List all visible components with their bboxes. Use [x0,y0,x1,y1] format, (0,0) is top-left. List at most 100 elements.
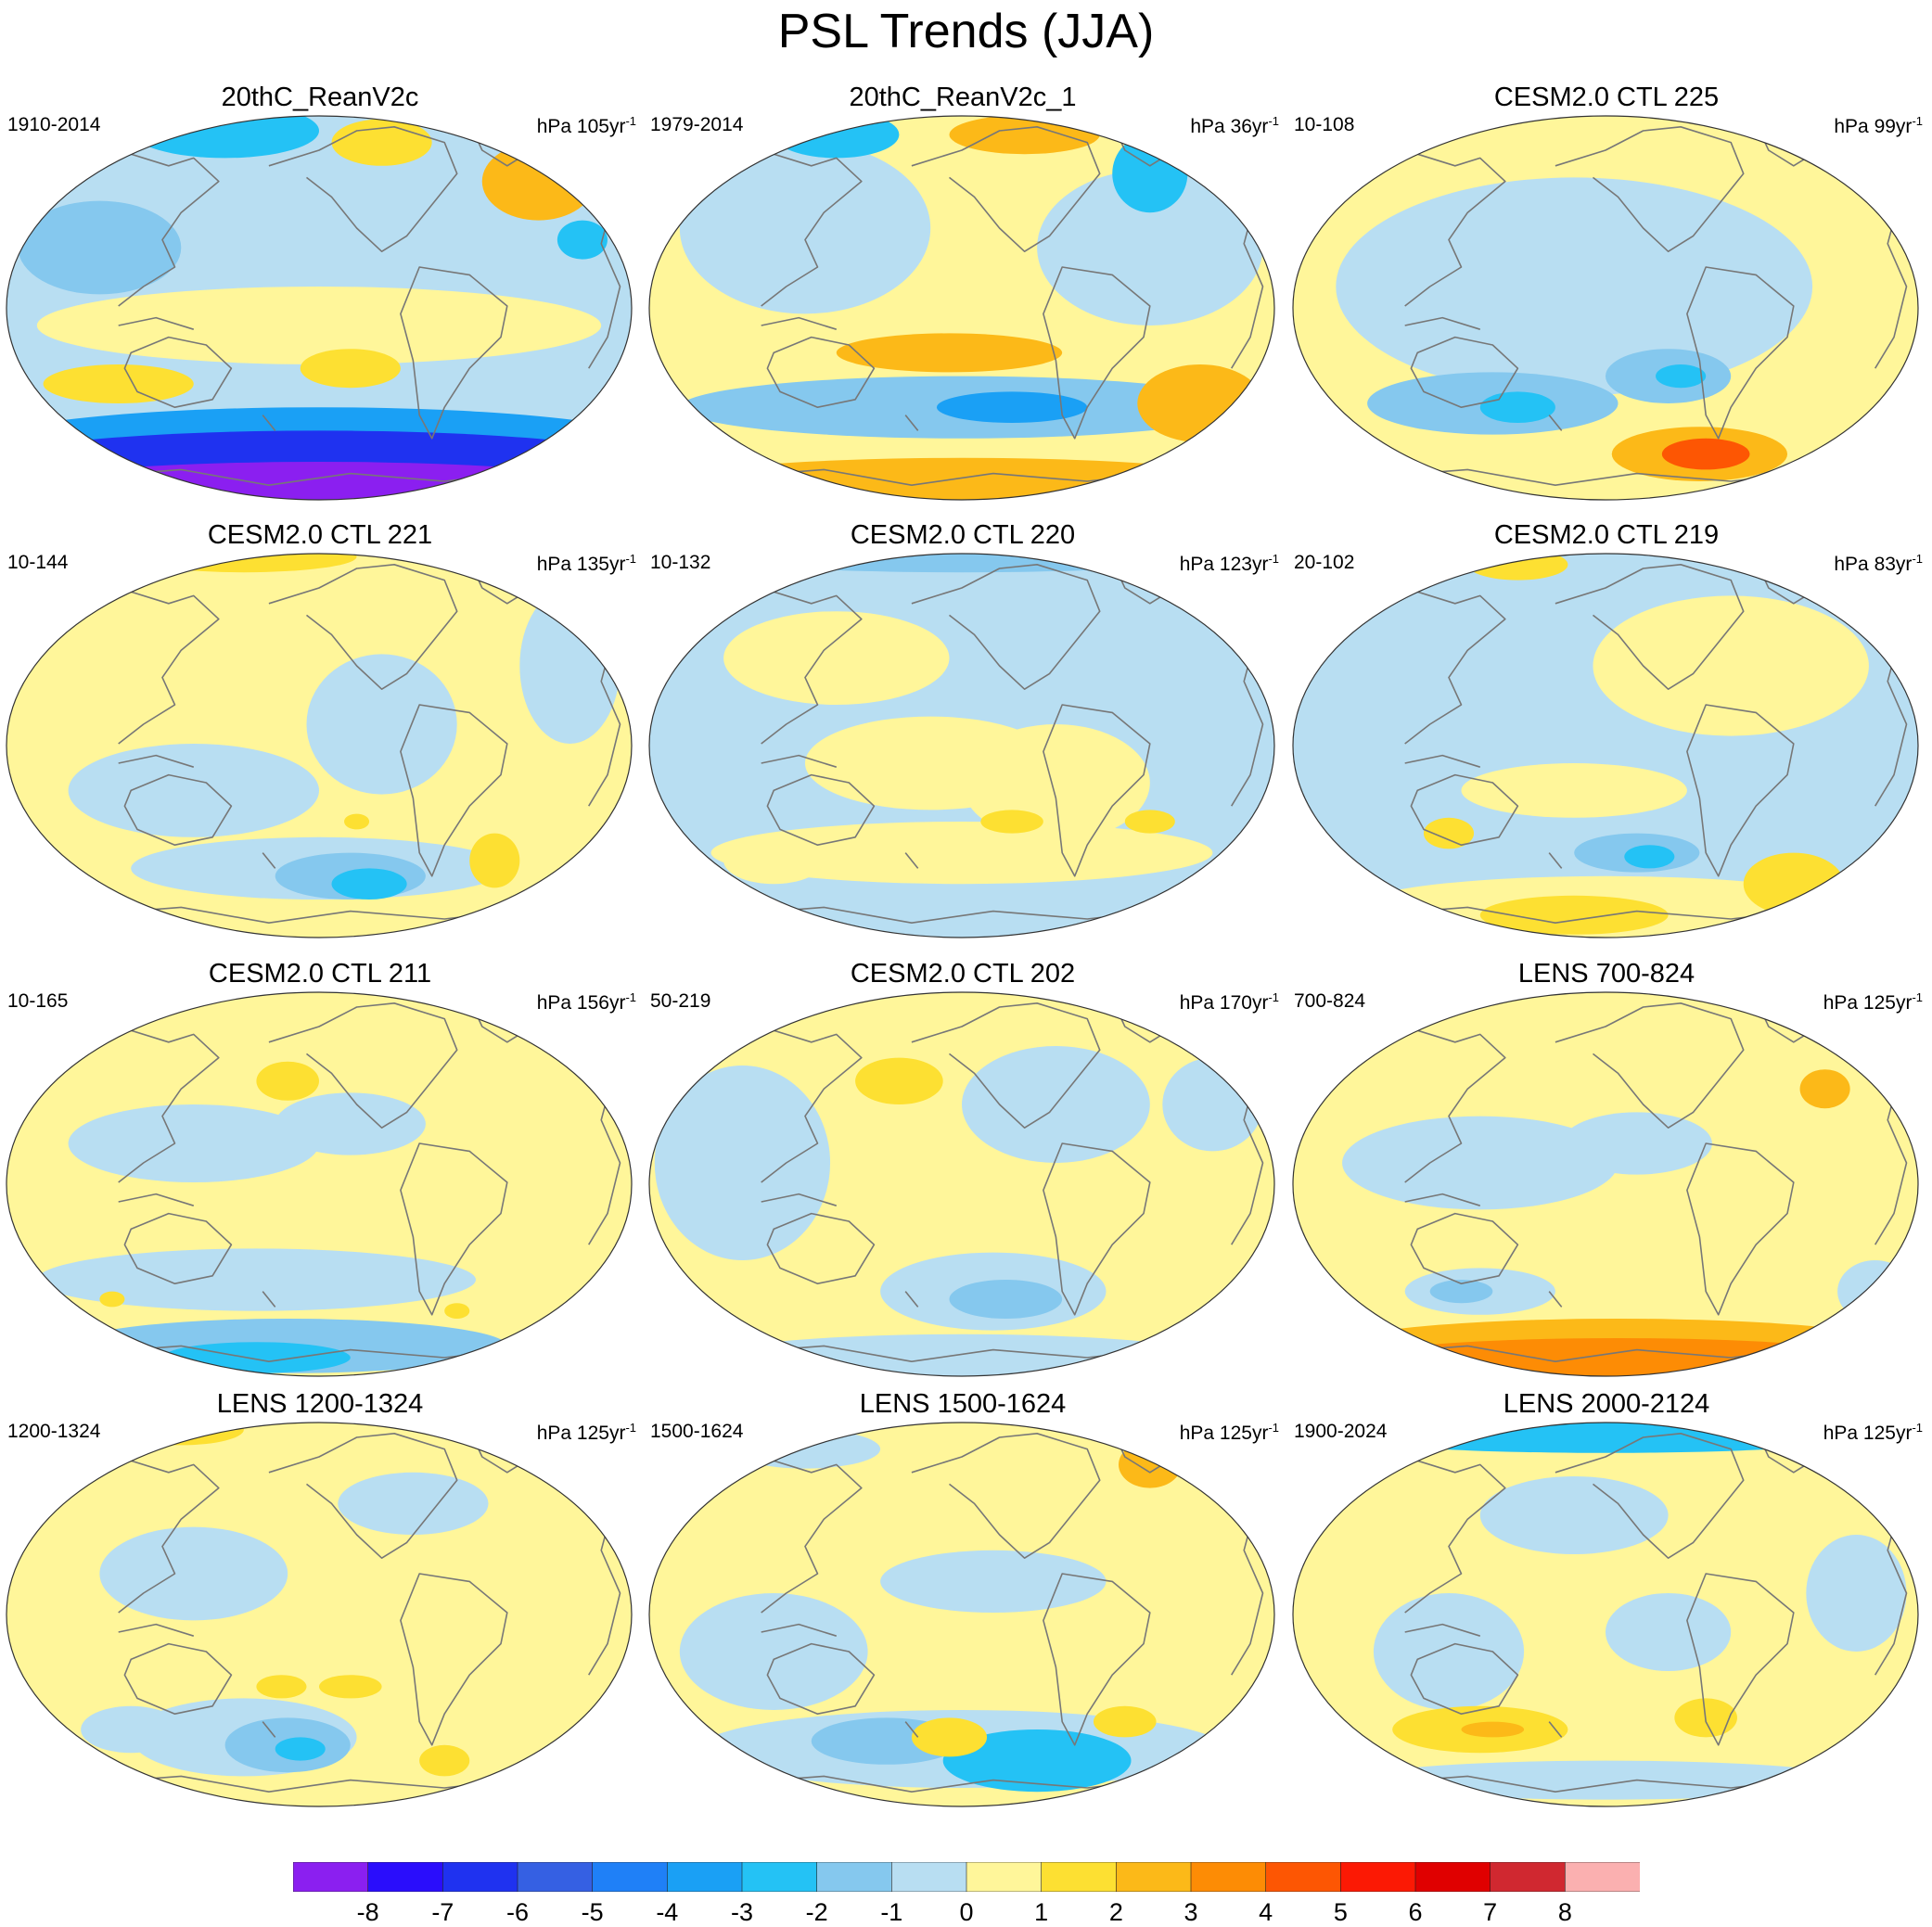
field-contour [1367,1338,1869,1376]
field-contour [1479,391,1555,424]
panel-units: hPa 36yr-1 [1190,109,1279,139]
field-contour [1137,364,1263,442]
panel-units-text: hPa 125yr [536,1423,626,1444]
panel-title: LENS 2000-2124 [1503,1389,1710,1419]
field-contour [36,287,602,364]
field-background [6,992,632,1376]
field-contour [1799,1069,1850,1109]
map-border [6,991,633,1377]
colorbar-bin [1190,1862,1267,1892]
coastline [904,415,919,431]
field-contour [949,1280,1063,1319]
field-contour [1162,1057,1263,1152]
coastline [904,1291,919,1308]
field-contour [980,810,1043,834]
panel-period: 10-132 [650,552,711,573]
field-contour [557,220,608,260]
coastline [262,1291,276,1308]
panel-units-exponent: -1 [625,1421,636,1435]
panel-units: hPa 170yr-1 [1180,986,1279,1015]
map-panel: LENS 700-824 700-824 hPa 125yr-1 [1286,958,1926,1394]
coastline [1686,1142,1795,1316]
map-panel: 20thC_ReanV2c 1910-2014 hPa 105yr-1 [0,82,640,517]
colorbar-label: 7 [1483,1898,1498,1926]
panel-units: hPa 83yr-1 [1834,547,1923,577]
coastline [118,754,233,846]
field-contour [1624,845,1675,869]
map-border [1292,115,1919,501]
coastline [761,1623,876,1715]
colorbar-bin [1116,1862,1192,1892]
coastline [400,704,508,877]
map-border [648,553,1275,938]
panel-units-text: hPa 105yr [536,116,626,137]
coastline [262,415,276,431]
coastline [761,754,876,846]
field-contour [855,1057,943,1104]
field-contour [275,1092,426,1155]
panel-units-exponent: -1 [1912,990,1923,1004]
field-contour [1479,895,1669,935]
field-contour [1661,438,1750,470]
coastline [1043,1573,1151,1746]
field-contour [319,1675,382,1699]
field-contour [1354,1760,1857,1800]
map-border [1292,1422,1919,1807]
coastline [1404,754,1519,846]
coastline [400,1142,508,1316]
coastline [761,1193,876,1284]
panel-title: LENS 700-824 [1517,959,1695,989]
map-panel: LENS 1200-1324 1200-1324 hPa 125yr-1 [0,1388,640,1824]
panel-units: hPa 105yr-1 [537,109,636,139]
coastline [400,1573,508,1746]
map-border [648,115,1275,501]
panel-title: 20thC_ReanV2c_1 [849,83,1077,112]
panel-units: hPa 156yr-1 [537,986,636,1015]
coastline [761,316,876,408]
panel-period: 20-102 [1294,552,1355,573]
coastline [1548,1721,1563,1738]
coastline [904,852,919,869]
colorbar-label: 4 [1259,1898,1273,1926]
panel-period: 1500-1624 [650,1421,744,1442]
colorbar-label: -8 [356,1898,379,1926]
field-contour [419,1744,470,1777]
coastline [1686,704,1795,877]
panel-units-exponent: -1 [1268,990,1279,1004]
map-border [1292,991,1919,1377]
field-contour [1461,763,1687,818]
field-contour [481,142,595,221]
map-border [6,553,633,938]
map-panel: CESM2.0 CTL 225 10-108 hPa 99yr-1 [1286,82,1926,517]
panel-units-exponent: -1 [625,990,636,1004]
colorbar-label: 1 [1034,1898,1049,1926]
figure-title: PSL Trends (JJA) [777,5,1155,58]
colorbar-bin [517,1862,594,1892]
field-contour [1743,852,1844,915]
map-panel: CESM2.0 CTL 219 20-102 hPa 83yr-1 [1286,519,1926,955]
panel-title: CESM2.0 CTL 220 [850,520,1076,550]
panel-units-text: hPa 123yr [1179,554,1269,575]
colorbar-bin [592,1862,669,1892]
field-contour [99,1526,288,1621]
panel-units-text: hPa 170yr [1179,992,1269,1014]
field-contour [1336,177,1813,396]
map-field [648,1422,1275,1807]
panel-title: LENS 1200-1324 [216,1389,424,1419]
colorbar-label: 6 [1408,1898,1423,1926]
field-contour [469,833,520,888]
map-panel: CESM2.0 CTL 211 10-165 hPa 156yr-1 [0,958,640,1394]
coastline [118,1623,233,1715]
coastline [1404,1193,1519,1284]
colorbar-label: -1 [880,1898,903,1926]
panel-title: CESM2.0 CTL 202 [850,959,1076,989]
panel-units-text: hPa 156yr [536,992,626,1014]
panel-units-exponent: -1 [625,552,636,566]
map-panel: CESM2.0 CTL 202 50-219 hPa 170yr-1 [643,958,1283,1394]
colorbar-bin [741,1862,818,1892]
field-contour [1323,1423,1888,1453]
colorbar-bin [816,1862,893,1892]
coastline [911,1433,1101,1559]
panel-units: hPa 125yr-1 [1823,1416,1923,1446]
field-contour [256,1675,307,1699]
